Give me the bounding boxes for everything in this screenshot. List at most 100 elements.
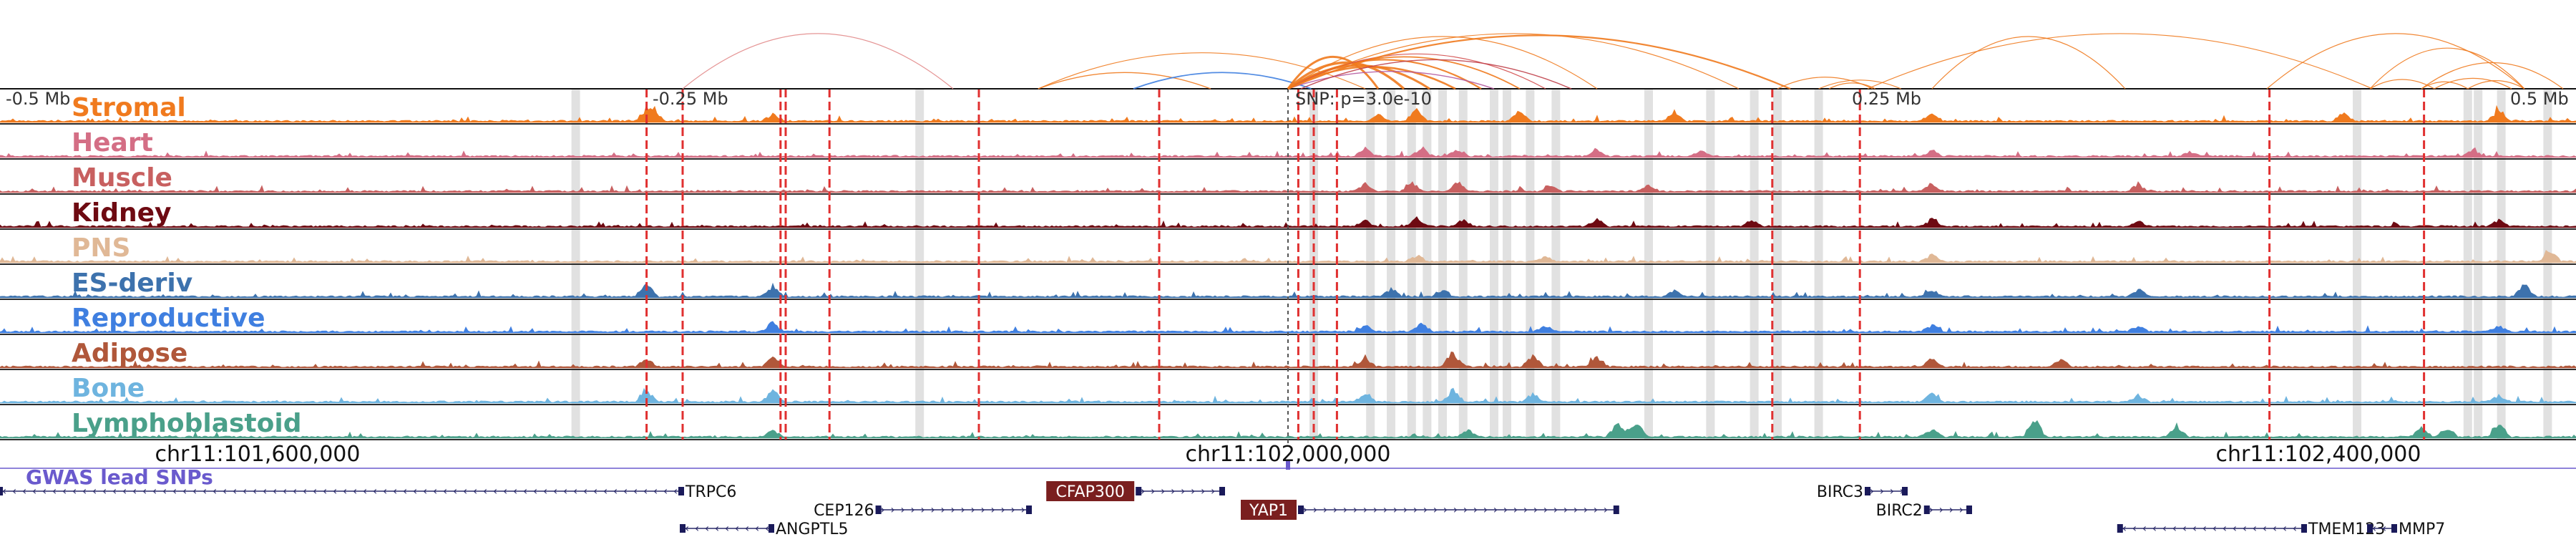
strand-arrow: ›: [1141, 484, 1145, 498]
strand-arrow: ‹: [203, 484, 207, 498]
strand-arrow: ›: [1211, 484, 1215, 498]
interaction-arc: [1287, 59, 1482, 90]
strand-arrow: ‹: [2192, 521, 2197, 535]
strand-arrow: ‹: [2283, 521, 2287, 535]
scale-label: -0.5 Mb: [6, 89, 70, 109]
strand-arrow: ›: [1313, 503, 1317, 516]
strand-arrow: ›: [1201, 484, 1205, 498]
strand-arrow: ‹: [685, 521, 689, 535]
strand-arrow: ‹: [2212, 521, 2217, 535]
strand-arrow: ›: [900, 503, 904, 516]
track-signal: [0, 282, 2576, 299]
strand-arrow: ›: [1594, 503, 1598, 516]
strand-arrow: ‹: [2122, 521, 2127, 535]
gene-label: MMP7: [2399, 521, 2445, 537]
strand-arrow: ‹: [423, 484, 427, 498]
interaction-arc: [2467, 80, 2525, 90]
strand-arrow: ‹: [2263, 521, 2267, 535]
strand-arrow: ›: [1880, 484, 1884, 498]
gene-exon: [1902, 487, 1908, 495]
gene-cep126: › › › › › › › › › › › › › › › CEP126: [814, 502, 1032, 520]
gene-label: CFAP300: [1056, 483, 1125, 501]
strand-arrow: ‹: [2293, 521, 2297, 535]
track-bone: Bone: [0, 374, 2576, 405]
interaction-arc: [2421, 62, 2564, 90]
strand-arrow: ›: [1503, 503, 1508, 516]
strand-arrow: ‹: [12, 484, 16, 498]
strand-arrow: ‹: [142, 484, 147, 498]
strand-arrow: ‹: [2372, 521, 2376, 535]
red-dashed-lines: [645, 89, 2426, 440]
strand-arrow: ‹: [573, 484, 577, 498]
strand-arrow: ›: [970, 503, 975, 516]
gene-label: ANGPTL5: [776, 521, 849, 537]
gwas-label: GWAS lead SNPs: [26, 465, 213, 489]
strand-arrow: ›: [1870, 484, 1874, 498]
strand-arrow: ›: [1181, 484, 1185, 498]
track-muscle: Muscle: [0, 163, 2576, 195]
strand-arrow: ‹: [2132, 521, 2137, 535]
strand-arrow: ‹: [162, 484, 167, 498]
strand-arrow: ‹: [503, 484, 507, 498]
strand-arrow: ‹: [313, 484, 317, 498]
strand-arrow: ‹: [413, 484, 417, 498]
track-label: Muscle: [72, 163, 172, 193]
gene-mmp7: ‹ ‹ MMP7: [2367, 521, 2445, 537]
strand-arrow: ‹: [633, 484, 638, 498]
strand-arrow: ›: [1373, 503, 1377, 516]
strand-arrow: ‹: [223, 484, 227, 498]
gene-exon: [1136, 487, 1142, 495]
interaction-arc: [1287, 34, 1791, 90]
gene-exon: [769, 524, 774, 533]
strand-arrow: ›: [1574, 503, 1578, 516]
strand-arrow: ‹: [663, 484, 668, 498]
strand-arrow: ‹: [2162, 521, 2167, 535]
strand-arrow: ‹: [2253, 521, 2257, 535]
strand-arrow: ‹: [623, 484, 628, 498]
interaction-arc: [682, 33, 954, 90]
strand-arrow: ›: [1959, 503, 1963, 516]
strand-arrow: ‹: [82, 484, 87, 498]
scale-label: 0.25 Mb: [1852, 89, 1921, 109]
strand-arrow: ›: [1493, 503, 1498, 516]
strand-arrow: ‹: [393, 484, 397, 498]
strand-arrow: ‹: [2233, 521, 2237, 535]
strand-arrow: ‹: [233, 484, 237, 498]
gene-exon: [1613, 505, 1619, 514]
strand-arrow: ‹: [563, 484, 567, 498]
strand-arrow: ›: [1513, 503, 1518, 516]
track-label: Adipose: [72, 339, 187, 368]
strand-arrow: ‹: [2223, 521, 2227, 535]
strand-arrow: ‹: [735, 521, 739, 535]
strand-arrow: ›: [930, 503, 935, 516]
strand-arrow: ‹: [293, 484, 297, 498]
interaction-arc: [1300, 59, 1572, 90]
gene-birc3: ››››BIRC3: [1817, 483, 1908, 501]
strand-arrow: ‹: [62, 484, 67, 498]
gene-exon: [2301, 524, 2307, 533]
scale-label: -0.25 Mb: [653, 89, 728, 109]
strand-arrow: ›: [1020, 503, 1025, 516]
track-kidney: Kidney: [0, 198, 2576, 230]
strand-arrow: ›: [1553, 503, 1558, 516]
strand-arrow: ‹: [2243, 521, 2247, 535]
strand-arrow: ‹: [2202, 521, 2207, 535]
strand-arrow: ›: [1533, 503, 1538, 516]
strand-arrow: ‹: [333, 484, 337, 498]
interaction-arc: [1287, 33, 1740, 90]
strand-arrow: ›: [960, 503, 965, 516]
strand-arrow: ‹: [32, 484, 36, 498]
strand-arrow: ‹: [463, 484, 467, 498]
strand-arrow: ‹: [92, 484, 97, 498]
strand-arrow: ›: [1433, 503, 1438, 516]
strand-arrow: ‹: [705, 521, 709, 535]
strand-arrow: ‹: [523, 484, 527, 498]
strand-arrow: ‹: [2172, 521, 2177, 535]
strand-arrow: ›: [1604, 503, 1608, 516]
strand-arrow: ›: [1473, 503, 1478, 516]
gene-exon: [875, 505, 882, 514]
gene-birc2: › › › › BIRC2: [1876, 502, 1972, 520]
strand-arrow: ‹: [152, 484, 157, 498]
